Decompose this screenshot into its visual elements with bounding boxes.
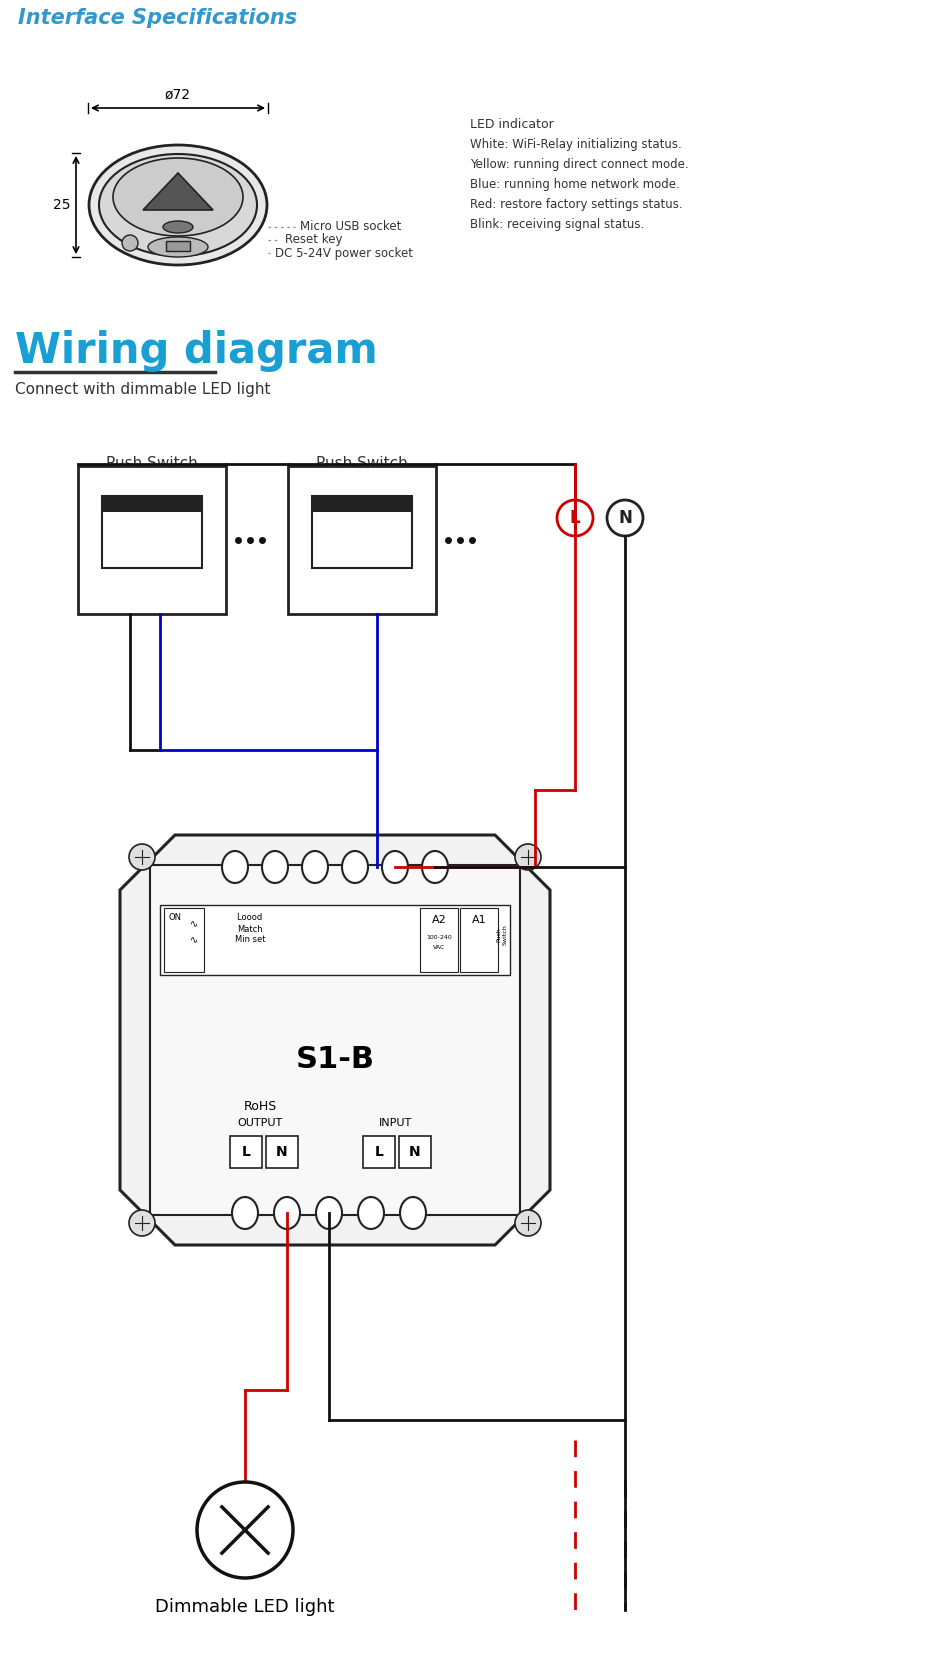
Ellipse shape — [89, 145, 267, 266]
Text: Push Switch: Push Switch — [316, 456, 408, 471]
Text: ø72: ø72 — [165, 89, 191, 102]
Ellipse shape — [99, 154, 257, 256]
Ellipse shape — [400, 1196, 426, 1228]
Circle shape — [557, 500, 593, 536]
Ellipse shape — [113, 159, 243, 236]
Circle shape — [122, 236, 138, 251]
Circle shape — [197, 1482, 293, 1577]
Bar — [150, 866, 520, 1215]
Text: A2: A2 — [432, 916, 446, 926]
Circle shape — [515, 844, 541, 871]
Bar — [78, 466, 226, 613]
Ellipse shape — [163, 221, 193, 232]
Text: DC 5-24V power socket: DC 5-24V power socket — [275, 247, 413, 259]
Bar — [420, 907, 458, 973]
Circle shape — [129, 1210, 155, 1237]
Ellipse shape — [316, 1196, 342, 1228]
Bar — [102, 496, 202, 568]
Text: Lo⁠o⁠o⁠d: Lo⁠o⁠o⁠d — [237, 912, 262, 922]
Circle shape — [515, 1210, 541, 1237]
Text: ∿: ∿ — [190, 919, 198, 929]
Ellipse shape — [342, 851, 368, 882]
Text: Push Switch: Push Switch — [106, 456, 198, 471]
Text: Wiring diagram: Wiring diagram — [15, 329, 378, 373]
Bar — [399, 1136, 431, 1168]
Text: N: N — [409, 1145, 420, 1160]
Text: LED indicator: LED indicator — [470, 119, 553, 130]
Text: VAC: VAC — [432, 946, 445, 951]
Text: L: L — [242, 1145, 250, 1160]
Text: Match: Match — [237, 926, 263, 934]
Ellipse shape — [262, 851, 288, 882]
Circle shape — [129, 844, 155, 871]
Text: Connect with dimmable LED light: Connect with dimmable LED light — [15, 383, 271, 398]
Ellipse shape — [148, 237, 208, 257]
Text: INPUT: INPUT — [379, 1118, 412, 1128]
Circle shape — [607, 500, 643, 536]
Bar — [164, 907, 204, 973]
Ellipse shape — [274, 1196, 300, 1228]
Polygon shape — [120, 836, 550, 1245]
Ellipse shape — [358, 1196, 384, 1228]
Text: S1-B: S1-B — [296, 1046, 375, 1074]
Bar — [312, 496, 412, 511]
Bar — [312, 496, 412, 568]
Ellipse shape — [422, 851, 448, 882]
Text: ON: ON — [168, 912, 181, 922]
Text: OUTPUT: OUTPUT — [237, 1118, 283, 1128]
Text: RoHS: RoHS — [244, 1100, 276, 1113]
Text: 100-240: 100-240 — [426, 936, 452, 941]
Text: Blink: receiving signal status.: Blink: receiving signal status. — [470, 217, 644, 231]
Text: N: N — [618, 510, 632, 526]
Text: L: L — [570, 510, 580, 526]
Bar — [166, 241, 190, 251]
Polygon shape — [143, 174, 213, 211]
Text: ∿: ∿ — [190, 936, 198, 946]
Ellipse shape — [222, 851, 248, 882]
Bar — [266, 1136, 298, 1168]
Bar — [102, 496, 202, 511]
Text: L: L — [375, 1145, 383, 1160]
Text: 25: 25 — [52, 197, 70, 212]
Text: Interface Specifications: Interface Specifications — [18, 8, 297, 28]
Text: N: N — [276, 1145, 287, 1160]
Text: Reset key: Reset key — [285, 234, 342, 247]
Text: Push
Switch: Push Switch — [497, 924, 508, 946]
Ellipse shape — [232, 1196, 258, 1228]
Bar — [363, 1136, 395, 1168]
Ellipse shape — [302, 851, 328, 882]
Text: Red: restore factory settings status.: Red: restore factory settings status. — [470, 197, 683, 211]
Text: A1: A1 — [472, 916, 486, 926]
Text: Min set: Min set — [234, 936, 265, 944]
Bar — [288, 466, 436, 613]
Bar — [230, 1136, 262, 1168]
Bar — [460, 907, 498, 973]
Bar — [160, 906, 510, 974]
Text: Blue: running home network mode.: Blue: running home network mode. — [470, 179, 680, 190]
Ellipse shape — [382, 851, 408, 882]
Text: Dimmable LED light: Dimmable LED light — [155, 1597, 335, 1616]
Text: White: WiFi-Relay initializing status.: White: WiFi-Relay initializing status. — [470, 139, 682, 150]
Text: Micro USB socket: Micro USB socket — [300, 221, 402, 234]
Text: Yellow: running direct connect mode.: Yellow: running direct connect mode. — [470, 159, 688, 170]
